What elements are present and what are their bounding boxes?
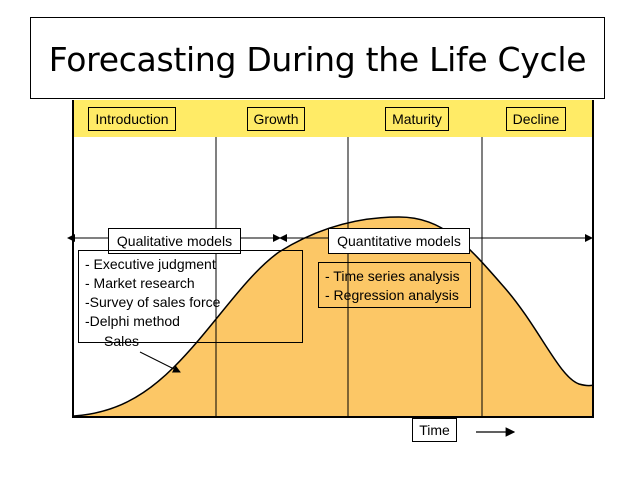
slide-title: Forecasting During the Life Cycle [48,40,587,79]
stage-maturity: Maturity [385,107,449,131]
qualitative-methods-box: - Executive judgment - Market research -… [78,250,303,343]
qualitative-method: -Survey of sales force [85,294,221,310]
sales-label: Sales [104,333,140,349]
quantitative-models-label: Quantitative models [328,228,470,254]
qualitative-method: -Delphi method [85,313,180,329]
sales-curve-svg [74,137,592,416]
time-label: Time [412,418,457,442]
qualitative-method: - Executive judgment [85,256,216,272]
quantitative-method: - Regression analysis [325,287,459,303]
quantitative-methods-box: - Time series analysis - Regression anal… [318,262,471,308]
stage-growth: Growth [247,107,305,131]
title-box: Forecasting During the Life Cycle [30,17,605,99]
qualitative-models-label: Qualitative models [108,228,241,254]
quantitative-method: - Time series analysis [325,268,460,284]
qualitative-method: - Market research [85,275,195,291]
stage-introduction: Introduction [88,107,176,131]
stage-decline: Decline [506,107,566,131]
